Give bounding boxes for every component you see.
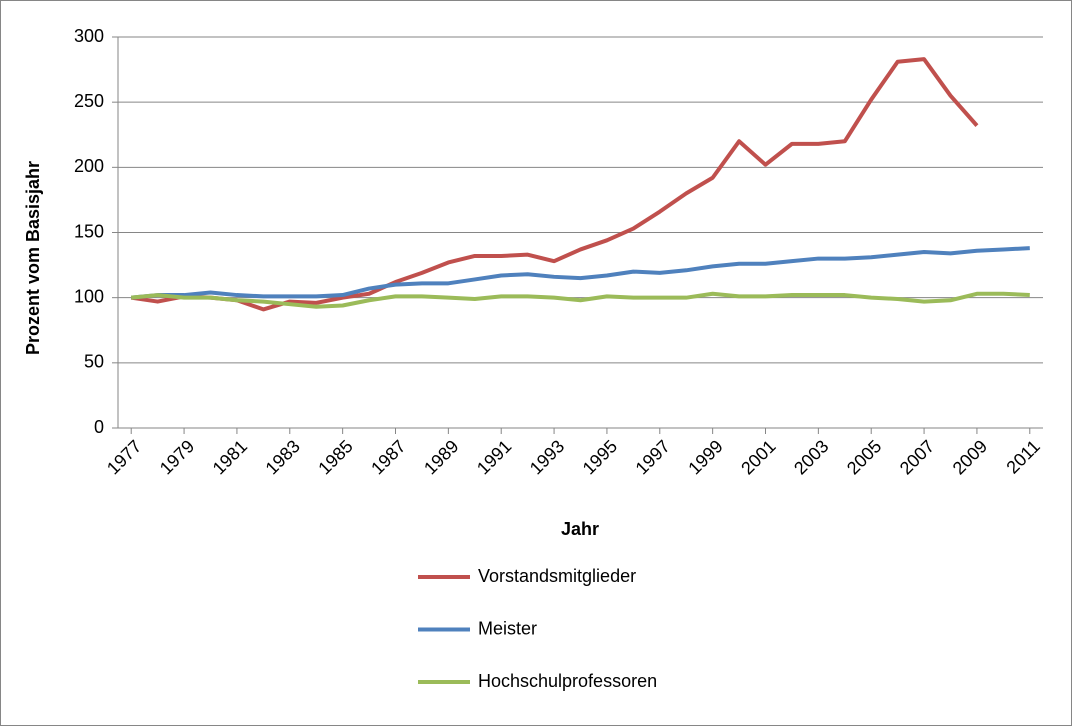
y-tick-label: 200 — [74, 156, 104, 176]
y-tick-label: 50 — [84, 352, 104, 372]
series-line — [131, 246, 1030, 300]
legend-label: Vorstandsmitglieder — [478, 566, 636, 586]
legend-label: Meister — [478, 618, 537, 638]
y-tick-label: 150 — [74, 221, 104, 241]
y-tick-label: 250 — [74, 91, 104, 111]
y-axis-title: Prozent vom Basisjahr — [23, 161, 43, 355]
y-tick-label: 0 — [94, 417, 104, 437]
series-line — [130, 57, 979, 312]
series-line — [131, 291, 1030, 309]
y-tick-label: 100 — [74, 286, 104, 306]
y-tick-label: 300 — [74, 26, 104, 46]
legend-label: Hochschulprofessoren — [478, 671, 657, 691]
x-axis-title: Jahr — [561, 519, 599, 539]
